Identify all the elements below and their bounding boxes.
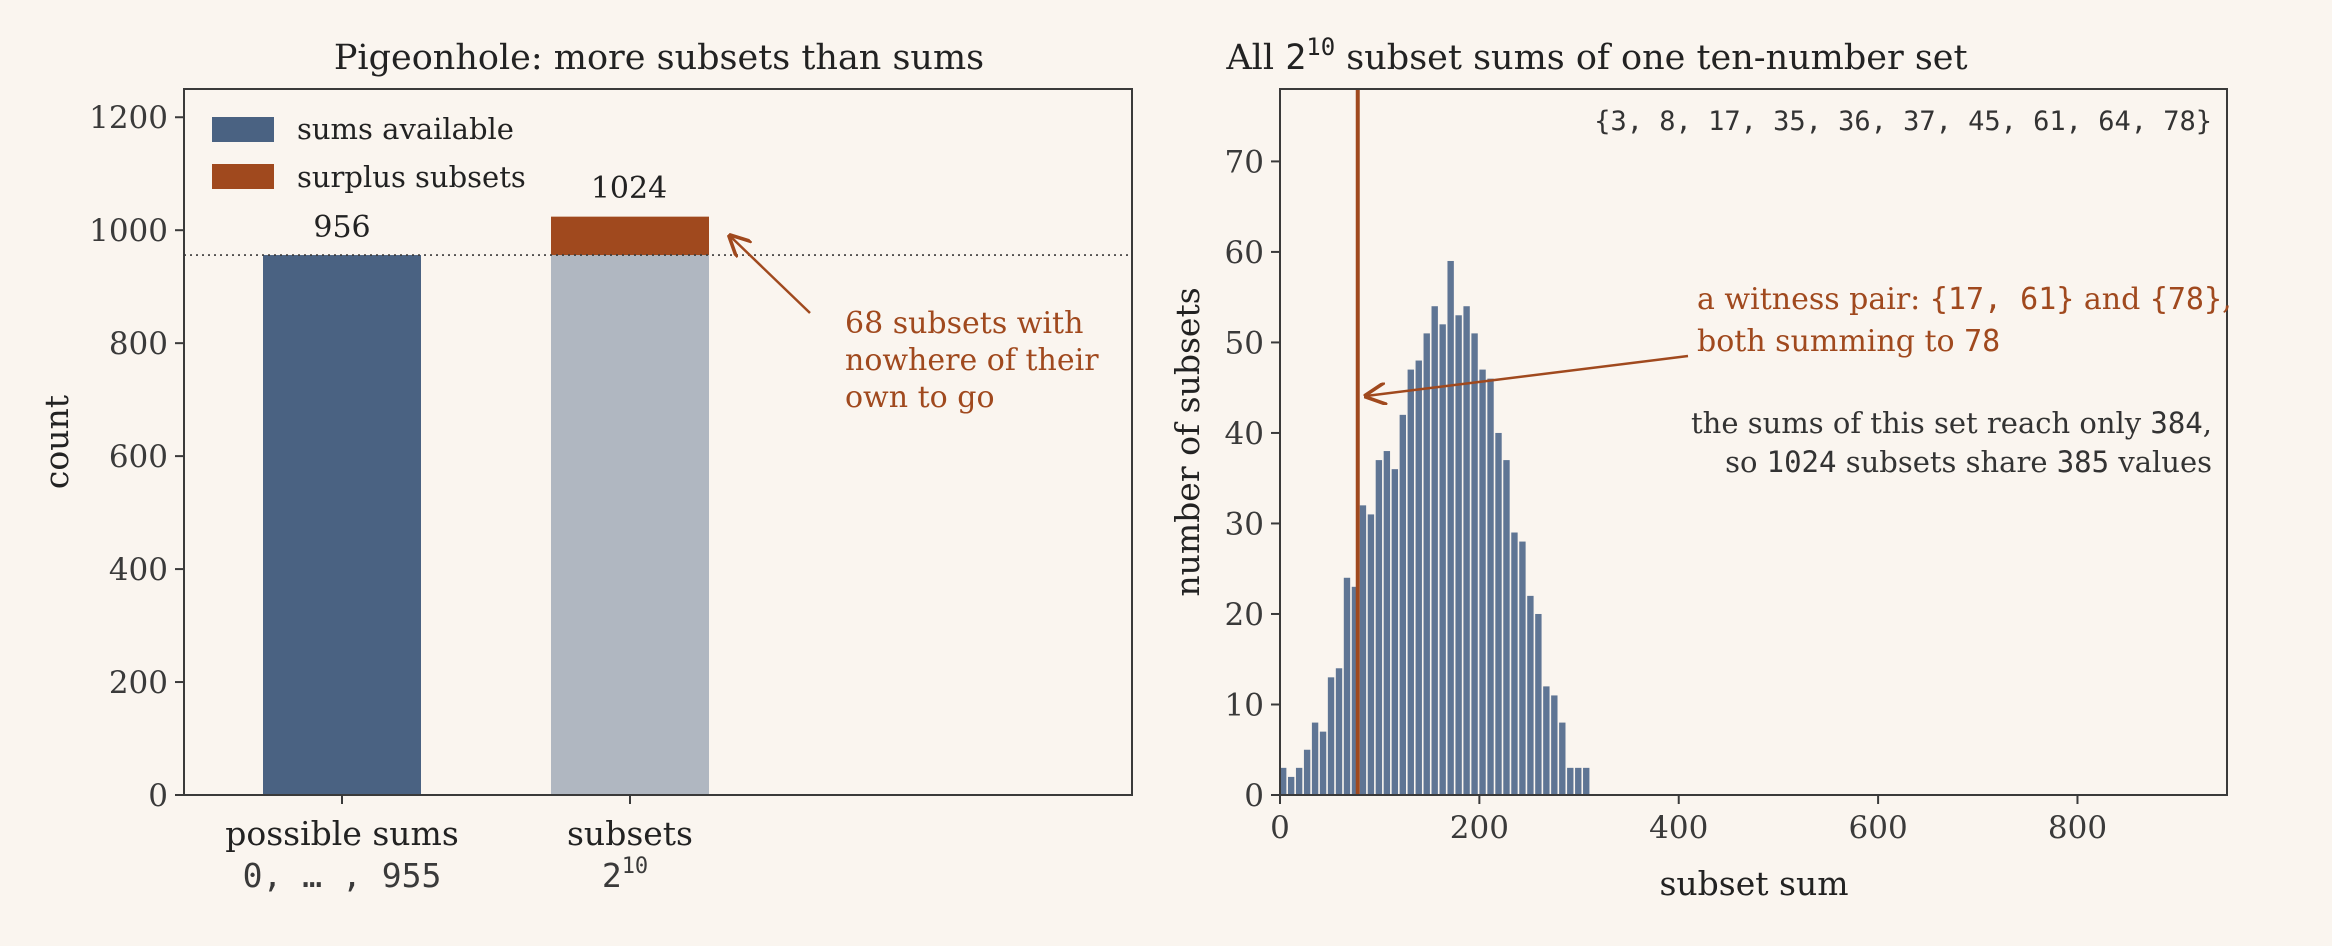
witness-annotation-line1: a witness pair: {17, 61} and {78}, <box>1697 282 2232 317</box>
histogram-bin <box>1575 767 1582 795</box>
histogram-bin <box>1335 668 1343 795</box>
histogram-bin <box>1471 333 1478 795</box>
histogram-bin <box>1583 767 1590 795</box>
histogram-bin <box>1431 306 1438 795</box>
right-y-tick-label-70: 70 <box>1225 144 1264 180</box>
histogram-bin <box>1455 315 1462 795</box>
histogram-bin <box>1399 414 1406 795</box>
subset-sum-histogram: All 210 subset sums of one ten-number se… <box>1168 33 2232 903</box>
category-label-subsets: subsets <box>567 814 693 853</box>
bar-label-1024: 1024 <box>591 171 667 206</box>
histogram-bin <box>1280 767 1287 795</box>
right-plot-area: 0 200 400 600 800 0 10 20 30 40 50 60 70 <box>1225 89 2107 846</box>
histogram-bin <box>1551 695 1558 795</box>
histogram-bin <box>1383 451 1391 795</box>
legend-label-sums-available: sums available <box>297 112 514 146</box>
histogram-bin <box>1287 776 1295 795</box>
right-x-tick-label-800: 800 <box>2048 810 2107 846</box>
histogram-bin <box>1463 306 1470 795</box>
bar-sums-available-1 <box>551 255 709 795</box>
left-y-tick-label-400: 400 <box>109 552 168 588</box>
histogram-bin <box>1487 378 1494 795</box>
right-chart-title: All 210 subset sums of one ten-number se… <box>1225 33 1967 78</box>
range-note-line1: the sums of this set reach only 384, <box>1691 406 2212 440</box>
histogram-bin <box>1439 324 1446 795</box>
histogram-bin <box>1519 541 1526 795</box>
histogram-bin <box>1295 767 1303 795</box>
legend-swatch-sums-available <box>212 117 274 142</box>
left-y-tick-label-0: 0 <box>148 778 168 814</box>
left-y-tick-label-200: 200 <box>109 665 168 701</box>
histogram-bin <box>1495 432 1502 795</box>
right-y-tick-label-50: 50 <box>1225 325 1264 361</box>
histogram-bin <box>1375 460 1383 795</box>
left-y-tick-label-1200: 1200 <box>89 100 168 136</box>
left-plot-frame <box>183 88 1133 796</box>
histogram-bin <box>1415 360 1422 795</box>
category-label-possible-sums: possible sums <box>225 814 459 853</box>
histogram-bin <box>1535 613 1542 795</box>
category-sublabel-power: 210 <box>602 854 648 895</box>
histogram-bin <box>1343 577 1351 795</box>
right-y-tick-label-60: 60 <box>1225 235 1264 271</box>
histogram-bin <box>1367 514 1375 795</box>
histogram-bin <box>1543 686 1550 795</box>
left-legend: sums available surplus subsets <box>212 112 526 194</box>
histogram-bin <box>1303 749 1311 795</box>
witness-annotation-line2: both summing to 78 <box>1697 324 2000 359</box>
histogram-bin <box>1391 469 1399 795</box>
right-y-tick-label-10: 10 <box>1225 687 1264 723</box>
histogram-bin <box>1503 460 1510 795</box>
histogram-bin <box>1407 369 1414 795</box>
right-plot-frame <box>1279 88 2228 796</box>
right-y-tick-label-40: 40 <box>1225 416 1264 452</box>
right-y-tick-label-30: 30 <box>1225 506 1264 542</box>
histogram-bin <box>1559 722 1566 795</box>
pigeonhole-chart: Pigeonhole: more subsets than sums 0 200 4… <box>37 38 1133 895</box>
witness-annotation-arrow <box>1366 354 1689 396</box>
right-x-tick-label-200: 200 <box>1450 810 1509 846</box>
left-y-tick-label-1000: 1000 <box>89 213 168 249</box>
legend-label-surplus-subsets: surplus subsets <box>297 160 526 194</box>
right-x-tick-label-600: 600 <box>1849 810 1908 846</box>
histogram-bin <box>1447 260 1454 795</box>
bar-sums-available-0 <box>263 255 421 795</box>
right-x-axis-label: subset sum <box>1659 864 1848 903</box>
bar-surplus-subsets-1 <box>551 216 709 256</box>
histogram-bin <box>1423 333 1430 795</box>
range-note-line2: so 1024 subsets share 385 values <box>1725 445 2212 479</box>
histogram-bin <box>1319 731 1327 795</box>
bar-label-956: 956 <box>313 210 370 245</box>
set-elements-label: {3, 8, 17, 35, 36, 37, 45, 61, 64, 78} <box>1594 106 2212 137</box>
category-sublabel-range: 0, … , 955 <box>243 856 442 895</box>
right-x-tick-label-400: 400 <box>1649 810 1708 846</box>
left-y-tick-label-800: 800 <box>109 326 168 362</box>
left-chart-title: Pigeonhole: more subsets than sums <box>334 38 984 78</box>
right-y-tick-label-0: 0 <box>1244 778 1264 814</box>
histogram-bin <box>1479 369 1486 795</box>
surplus-annotation: 68 subsets with nowhere of their own to … <box>845 306 1108 415</box>
histogram-bin <box>1351 586 1359 795</box>
histogram-bin <box>1527 595 1534 795</box>
histogram-bin <box>1359 505 1367 795</box>
right-x-tick-label-0: 0 <box>1270 810 1290 846</box>
left-y-axis-label: count <box>37 395 76 489</box>
legend-swatch-surplus-subsets <box>212 164 274 189</box>
left-plot-area: 0 200 400 600 800 1000 1200 <box>89 100 1132 814</box>
right-y-tick-label-20: 20 <box>1225 597 1264 633</box>
left-y-tick-label-600: 600 <box>109 439 168 475</box>
histogram-bin <box>1567 767 1574 795</box>
histogram-bin <box>1511 532 1518 795</box>
right-y-axis-label: number of subsets <box>1168 287 1207 596</box>
histogram-bin <box>1311 722 1319 795</box>
histogram-bin <box>1327 677 1335 795</box>
surplus-annotation-arrow <box>730 236 811 314</box>
